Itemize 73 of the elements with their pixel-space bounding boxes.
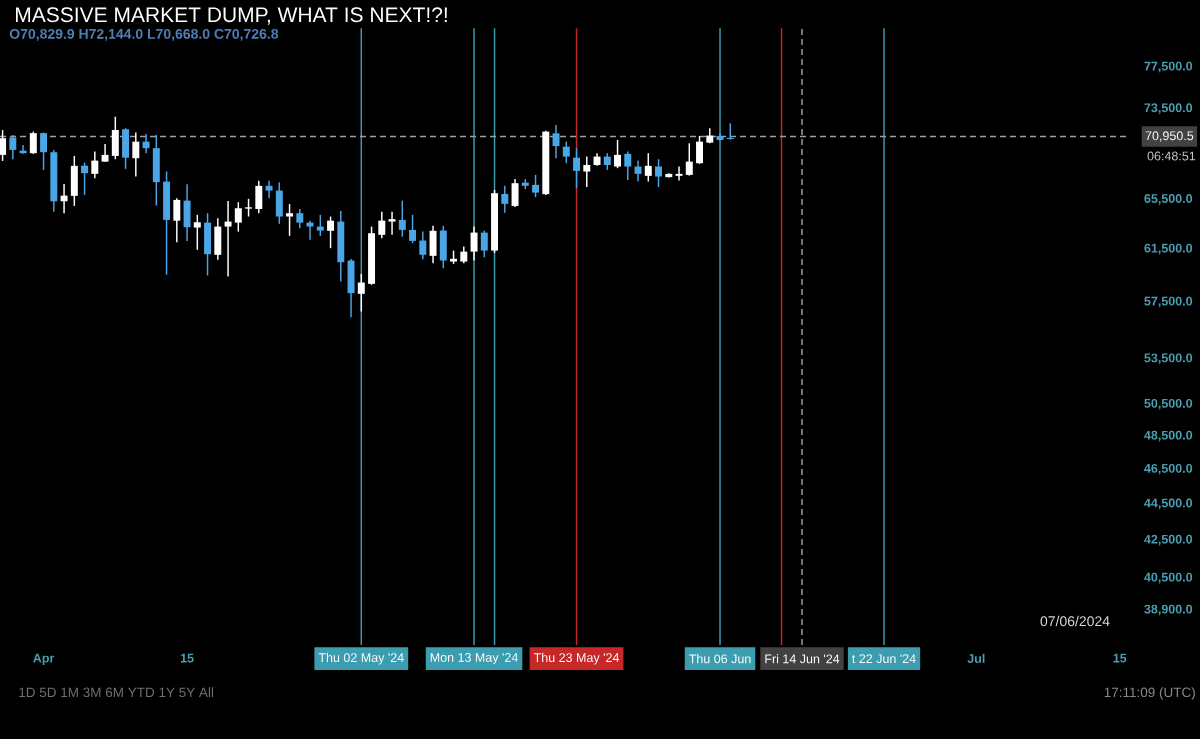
candlestick: [501, 185, 509, 214]
candlestick: [60, 183, 68, 214]
candlestick: [378, 210, 386, 239]
candlestick: [696, 135, 704, 165]
x-tick-label: Jul: [967, 653, 985, 663]
y-tick-label: 38,900.0: [1144, 604, 1193, 616]
candlestick: [40, 131, 48, 171]
candlestick: [265, 179, 273, 199]
ref-line-label: 70,950.5: [1145, 131, 1194, 142]
ref-line-label: Thu 23 May '24: [533, 652, 620, 665]
annotation: 07/06/2024: [1040, 615, 1110, 627]
candlestick: [0, 129, 7, 162]
candlestick: [419, 230, 427, 260]
candlestick: [224, 200, 232, 278]
candlestick: [327, 215, 335, 249]
candlestick: [388, 210, 396, 236]
chart-subtitle: O70,829.9 H72,144.0 L70,668.0 C70,726.8: [9, 28, 279, 41]
y-tick-label: 46,500.0: [1144, 463, 1193, 475]
candlestick: [614, 139, 622, 169]
ref-line-label: Thu 06 Jun: [689, 654, 751, 664]
candlestick: [296, 208, 304, 229]
candlestick: [634, 159, 642, 183]
candlestick: [562, 140, 570, 164]
candlestick: [357, 273, 365, 313]
candlestick: [583, 155, 591, 188]
candlestick: [306, 219, 314, 241]
ref-line-label: Mon 13 May '24: [430, 653, 518, 665]
candlestick: [193, 214, 201, 251]
y-tick-label: 44,500.0: [1144, 498, 1193, 510]
x-tick-label: Apr: [33, 653, 55, 665]
candlestick: [81, 161, 89, 196]
candlestick: [644, 152, 652, 183]
candlestick: [511, 178, 519, 208]
y-tick-label: 61,500.0: [1144, 243, 1193, 255]
candlestick: [675, 165, 683, 182]
text: 06:48:51: [1147, 151, 1196, 161]
y-tick-label: 42,500.0: [1144, 534, 1193, 546]
text: 17:11:09 (UTC): [1104, 687, 1195, 700]
ref-line-label: t 22 Jun '24: [852, 654, 916, 664]
candlestick: [132, 131, 140, 178]
y-tick-label: 48,500.0: [1144, 430, 1193, 442]
y-tick-label: 65,500.0: [1144, 194, 1193, 205]
candlestick: [91, 150, 99, 179]
candlestick: [532, 174, 540, 198]
candlestick: [624, 150, 632, 181]
text: 1D 5D 1M 3M 6M YTD 1Y 5Y All: [19, 687, 214, 698]
x-tick-label: 15: [180, 653, 194, 663]
candlestick: [9, 134, 17, 160]
candlestick: [573, 147, 581, 189]
y-tick-label: 73,500.0: [1144, 103, 1193, 114]
candlestick: [409, 214, 417, 244]
candlestick: [316, 214, 324, 237]
candlestick: [398, 199, 406, 238]
candlestick: [552, 124, 560, 159]
ref-line-label: Fri 14 Jun '24: [765, 654, 840, 664]
candlestick: [29, 130, 37, 155]
candlestick: [685, 142, 693, 177]
ref-line-label: Thu 02 May '24: [318, 652, 404, 665]
candlestick: [286, 203, 294, 237]
candlestick: [655, 158, 663, 188]
candlestick: [470, 225, 478, 262]
candlestick: [173, 197, 181, 244]
chart-title: MASSIVE MARKET DUMP, WHAT IS NEXT!?!: [15, 7, 447, 25]
candlestick: [255, 179, 263, 214]
y-tick-label: 57,500.0: [1144, 296, 1193, 308]
y-tick-label: 50,500.0: [1144, 398, 1193, 410]
candlestick: [142, 133, 150, 154]
candlestick: [480, 229, 488, 259]
candlestick: [234, 201, 242, 233]
y-tick-label: 53,500.0: [1144, 353, 1193, 365]
y-tick-label: 77,500.0: [1144, 61, 1193, 73]
x-tick-label: 15: [1113, 653, 1127, 663]
y-tick-label: 40,500.0: [1144, 572, 1193, 584]
